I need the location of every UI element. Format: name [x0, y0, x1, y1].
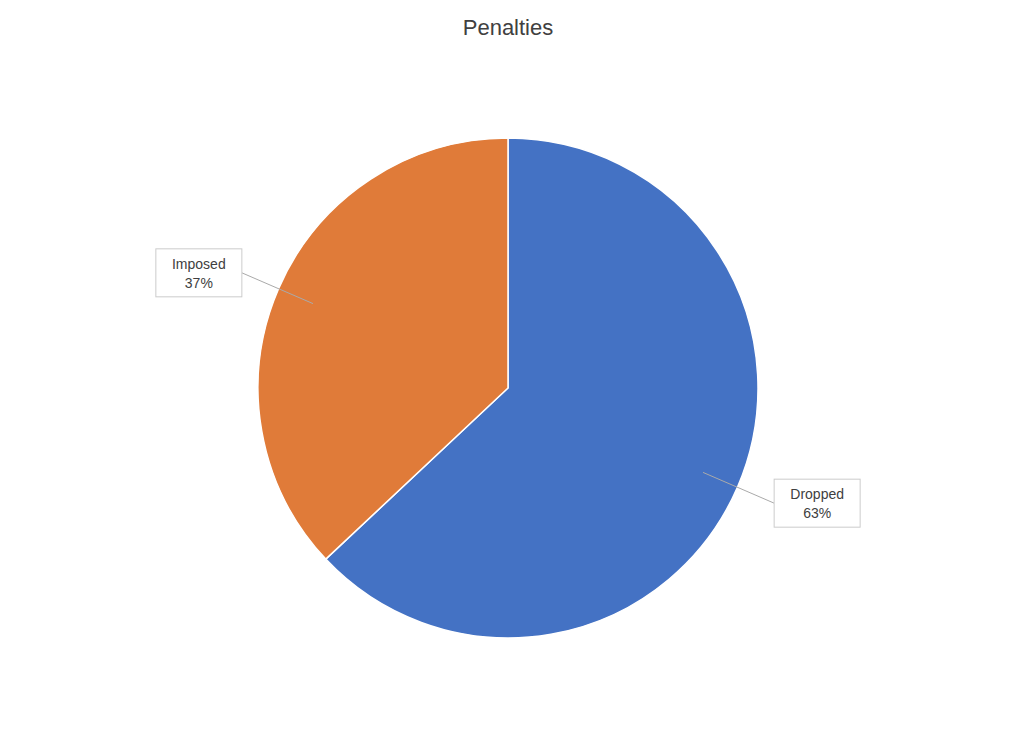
- svg-text:Dropped: Dropped: [790, 486, 844, 502]
- svg-text:Imposed: Imposed: [172, 256, 226, 272]
- html-text:Penalties: Penalties: [462, 15, 554, 40]
- svg-text:63%: 63%: [803, 505, 831, 521]
- svg-text:37%: 37%: [185, 275, 213, 291]
